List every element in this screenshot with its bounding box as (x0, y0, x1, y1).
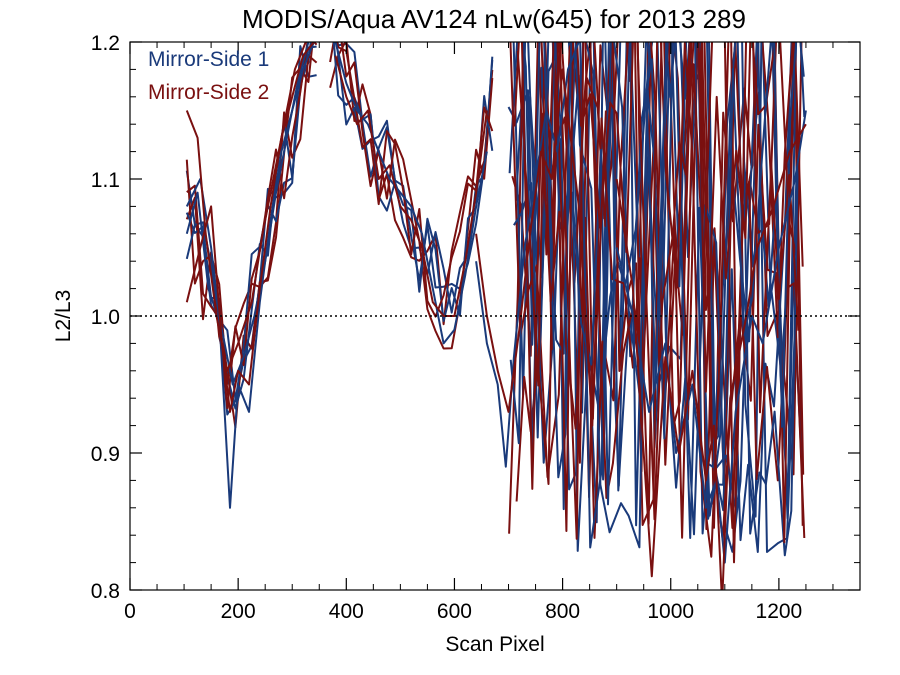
series-line (185, 42, 315, 413)
legend: Mirror-Side 1 Mirror-Side 2 (148, 48, 269, 104)
x-axis-label: Scan Pixel (445, 633, 544, 656)
series-line (475, 42, 580, 468)
plot-frame (129, 41, 861, 591)
chart-title: MODIS/Aqua AV124 nLw(645) for 2013 289 (242, 4, 746, 34)
series-line-noise (332, 42, 494, 322)
series-line (334, 42, 488, 345)
series-line-noise (186, 42, 318, 410)
series-line-noise (329, 42, 494, 350)
series-line-noise (512, 42, 798, 535)
series-line-noise (516, 42, 804, 558)
axis-ticks: 0 200 400 600 800 1000 1200 0.8 0.9 1.0 1.1 1.2 (91, 32, 860, 623)
x-tick-label: 600 (437, 600, 472, 623)
y-tick-label: 1.0 (91, 306, 120, 329)
y-axis-label: L2/L3 (52, 290, 75, 343)
y-tick-label: 1.2 (91, 32, 120, 55)
series-line (615, 123, 807, 590)
legend-entry-mirror-side-2: Mirror-Side 2 (148, 81, 269, 104)
y-tick-label: 0.9 (91, 443, 120, 466)
x-tick-label: 800 (545, 600, 580, 623)
x-tick-label: 200 (221, 600, 256, 623)
series-line-noise (513, 42, 799, 557)
series-line-noise (509, 42, 798, 527)
series-line-noise (335, 42, 494, 318)
series-line-noise (329, 42, 494, 326)
series-line (475, 68, 607, 427)
x-tick-label: 1000 (647, 600, 694, 623)
x-tick-label: 1200 (756, 600, 803, 623)
series-line (185, 42, 310, 386)
x-tick-label: 400 (329, 600, 364, 623)
series-line (334, 55, 488, 317)
y-tick-label: 0.8 (91, 580, 120, 603)
legend-entry-mirror-side-1: Mirror-Side 1 (148, 48, 269, 71)
plot-area (130, 42, 860, 590)
y-tick-label: 1.1 (91, 169, 120, 192)
x-tick-label: 0 (124, 600, 136, 623)
series-line (185, 42, 307, 372)
